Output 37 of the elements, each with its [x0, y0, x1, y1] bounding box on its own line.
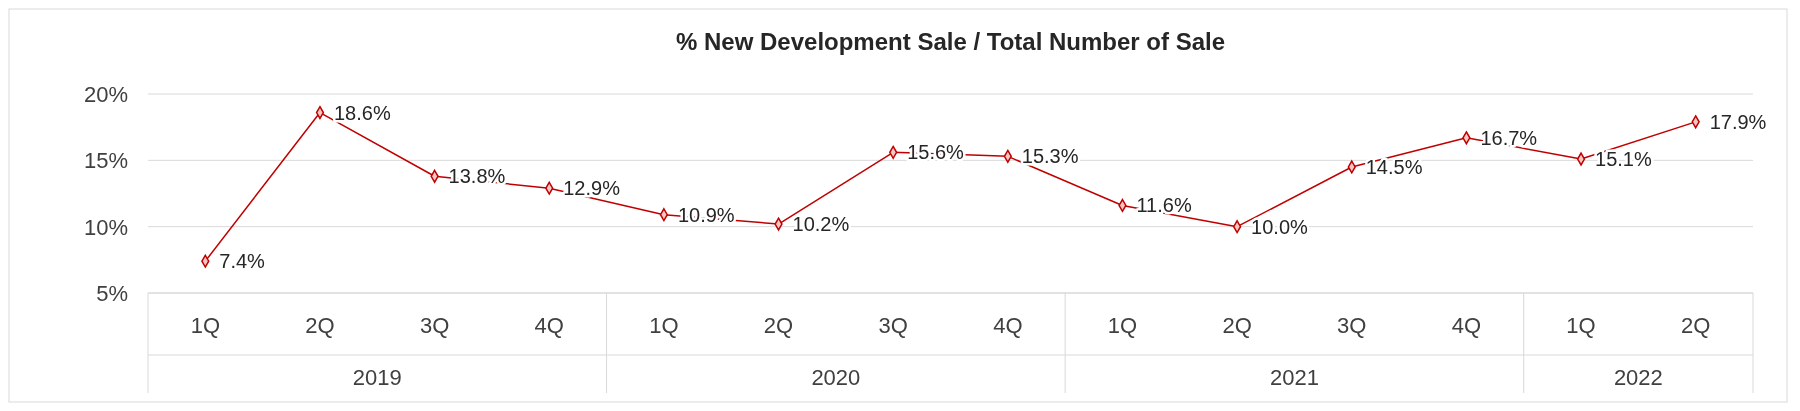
x-tick-label: 4Q: [1451, 313, 1482, 338]
text: 2022: [1613, 365, 1663, 390]
x-tick-label: 1Q: [1107, 313, 1138, 338]
data-label: 15.3%: [1021, 145, 1079, 168]
x-tick-label: 4Q: [534, 313, 564, 338]
data-label: 10.2%: [792, 213, 850, 236]
x-tick-label: 2Q: [763, 313, 794, 338]
text: 2021: [1269, 365, 1319, 390]
data-label: 7.4%: [219, 250, 266, 273]
data-label: 18.6%: [333, 101, 391, 124]
y-tick-label: 5%: [96, 281, 128, 306]
x-tick-label: 3Q: [1337, 313, 1367, 338]
point: [1576, 152, 1586, 166]
data-label: 17.9%: [1709, 110, 1767, 133]
data-label: 14.5%: [1365, 155, 1423, 178]
x-tick-label: 1Q: [649, 313, 679, 338]
chart-title: % New Development Sale / Total Number of Sale: [675, 28, 1226, 55]
text: 2019: [352, 365, 402, 390]
x-tick-label: 3Q: [878, 313, 908, 338]
data-label: 16.7%: [1480, 126, 1538, 149]
data-label: 10.0%: [1251, 215, 1309, 238]
x-tick-label: 2Q: [1222, 313, 1252, 338]
y-tick-label: 20%: [83, 82, 128, 107]
x-tick-label: 1Q: [1566, 313, 1596, 338]
x-tick-label: 2Q: [1681, 313, 1711, 338]
x-tick-label: 4Q: [993, 313, 1023, 338]
data-label: 15.1%: [1595, 148, 1652, 171]
x-tick-label: 1Q: [190, 313, 220, 338]
y-tick-label: 15%: [83, 148, 128, 174]
point: [1232, 220, 1242, 234]
x-tick-label: 2Q: [305, 313, 335, 338]
point: [659, 208, 669, 222]
text: 2020: [811, 365, 861, 390]
data-label: 11.6%: [1136, 194, 1192, 217]
x-tick-label: 3Q: [419, 313, 450, 338]
y-tick-label: 10%: [83, 214, 128, 240]
data-label: 12.9%: [563, 177, 621, 200]
